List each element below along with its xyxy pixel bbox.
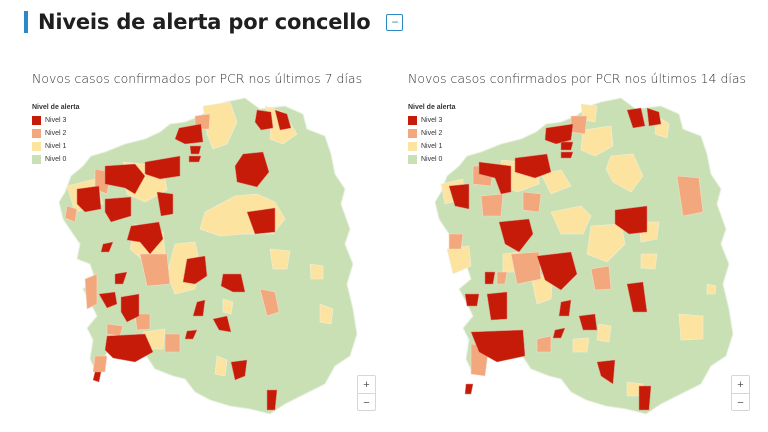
zoom-in-button[interactable]: + [363,378,370,391]
legend-item-nivel-2: Nivel 2 [408,127,455,140]
legend-item-nivel-2: Nivel 2 [32,127,79,140]
swatch [408,155,417,164]
section-header: Niveis de alerta por concello − [24,8,404,36]
legend-item-nivel-3: Nivel 3 [32,114,79,127]
swatch [408,129,417,138]
legend-label: Nivel 3 [45,117,67,124]
legend-title: Nivel de alerta [408,104,456,111]
legend: Nivel de alerta Nivel 3 Nivel 2 Nivel 1 … [32,104,79,166]
choropleth-map-7-days[interactable] [30,94,370,424]
legend-item-nivel-0: Nivel 0 [32,153,79,166]
legend-label: Nivel 1 [45,143,67,150]
legend-label: Nivel 2 [45,130,67,137]
choropleth-map-14-days[interactable] [406,94,746,424]
map-panel-14-days: Novos casos confirmados por PCR nos últi… [406,66,766,426]
legend-label: Nivel 2 [421,130,443,137]
legend-label: Nivel 1 [421,143,443,150]
zoom-out-button[interactable]: − [358,393,375,411]
map-title: Novos casos confirmados por PCR nos últi… [408,71,747,86]
legend-item-nivel-3: Nivel 3 [408,114,455,127]
page-title: Niveis de alerta por concello [38,10,371,34]
zoom-control: + − [357,375,376,411]
minus-icon: − [391,15,399,29]
map-title: Novos casos confirmados por PCR nos últi… [32,71,363,86]
zoom-control: + − [731,375,750,411]
swatch [408,142,417,151]
legend-item-nivel-1: Nivel 1 [32,140,79,153]
legend-label: Nivel 0 [45,156,67,163]
legend-label: Nivel 3 [421,117,443,124]
swatch [32,155,41,164]
zoom-in-button[interactable]: + [737,378,744,391]
map-panel-7-days: Novos casos confirmados por PCR nos últi… [30,66,390,426]
zoom-out-button[interactable]: − [732,393,749,411]
legend-item-nivel-1: Nivel 1 [408,140,455,153]
legend-label: Nivel 0 [421,156,443,163]
swatch [408,116,417,125]
legend: Nivel de alerta Nivel 3 Nivel 2 Nivel 1 … [408,104,455,166]
accent-bar [24,11,28,33]
collapse-button[interactable]: − [386,13,404,31]
swatch [32,142,41,151]
swatch [32,116,41,125]
legend-title: Nivel de alerta [32,104,80,111]
swatch [32,129,41,138]
legend-item-nivel-0: Nivel 0 [408,153,455,166]
